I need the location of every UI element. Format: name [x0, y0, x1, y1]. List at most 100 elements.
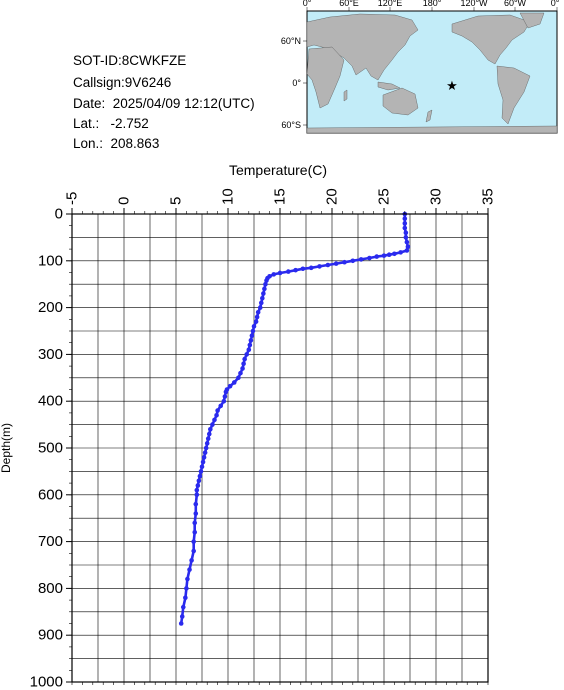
profile-point — [308, 265, 314, 271]
profile-point — [258, 300, 264, 306]
map-lon-tick-label: 120°W — [460, 0, 488, 8]
map-lon-tick-label: 120°E — [378, 0, 403, 8]
profile-point — [184, 586, 189, 591]
profile-point — [194, 492, 200, 498]
y-tick-label: 100 — [38, 252, 63, 269]
x-axis-ticks: -5 0 5 10 15 20 25 30 35 — [64, 188, 497, 685]
map-lon-tick-label: 0° — [551, 0, 560, 8]
profile-point — [204, 441, 210, 446]
x-tick-label: 20 — [324, 188, 341, 205]
profile-point — [374, 254, 380, 259]
profile-point — [402, 225, 408, 231]
map-lat-tick-label: 60°S — [281, 120, 301, 130]
profile-point — [249, 333, 255, 338]
profile-point — [218, 403, 224, 409]
y-tick-label: 800 — [38, 580, 63, 597]
profile-point — [404, 239, 410, 245]
profile-point — [358, 257, 364, 262]
profile-point — [325, 262, 331, 268]
profile-point — [402, 221, 408, 226]
map-land — [306, 12, 558, 134]
profile-point — [333, 261, 339, 266]
y-tick-label: 400 — [38, 393, 63, 410]
chart-grid — [71, 213, 489, 683]
profile-point — [241, 361, 246, 367]
profile-point — [248, 338, 254, 343]
profile-point — [191, 539, 196, 544]
profile-point — [200, 459, 206, 465]
profile-point — [214, 412, 219, 418]
profile-point — [367, 255, 372, 261]
profile-point — [222, 394, 228, 399]
profile-point — [223, 389, 229, 395]
profile-point — [251, 324, 257, 329]
y-tick-label: 600 — [38, 486, 63, 503]
profile-point — [212, 417, 217, 423]
profile-point — [263, 281, 268, 287]
profile-point — [246, 347, 252, 353]
profile-point — [198, 469, 204, 474]
profile-point — [180, 604, 186, 610]
profile-point — [203, 445, 209, 451]
longitude-label: Lon.: 208.863 — [73, 136, 160, 151]
profile-point — [286, 269, 291, 274]
y-tick-label: 700 — [38, 533, 63, 550]
x-tick-label: 0 — [116, 197, 133, 205]
profile-point — [255, 309, 261, 315]
profile-point — [350, 258, 356, 264]
y-tick-label: 300 — [38, 346, 63, 363]
profile-point — [231, 380, 237, 385]
profile-point — [205, 436, 211, 441]
callsign-label: Callsign:9V6246 — [73, 75, 172, 90]
profile-point — [257, 305, 263, 310]
profile-point — [194, 487, 200, 493]
profile-point — [253, 319, 259, 324]
profile-point — [271, 272, 277, 277]
x-tick-label: 25 — [376, 188, 393, 205]
profile-point — [195, 483, 201, 488]
profile-point — [254, 314, 260, 320]
y-tick-label: 0 — [55, 206, 63, 223]
profile-point — [247, 342, 253, 348]
y-axis-title: Depth(m) — [0, 423, 13, 473]
profile-point — [250, 328, 256, 334]
profile-point — [187, 567, 192, 572]
map-lon-tick-label: 60°E — [339, 0, 359, 8]
map-lon-tick-label: 0° — [303, 0, 312, 8]
profile-point — [342, 259, 347, 265]
location-map: 0° 60°E 120°E 180° 120°W 60°W 0° 60°N 0°… — [281, 0, 560, 134]
profile-point — [240, 366, 245, 371]
profile-point — [183, 595, 188, 601]
profile-point — [215, 408, 220, 413]
x-tick-label: 30 — [428, 188, 445, 205]
profile-point — [277, 270, 283, 276]
profile-point — [403, 230, 409, 236]
date-label: Date: 2025/04/09 12:12(UTC) — [73, 96, 255, 111]
sot-id-label: SOT-ID:8CWKFZE — [73, 53, 187, 68]
profile-point — [221, 398, 227, 404]
profile-point — [193, 511, 199, 516]
x-tick-label: -5 — [64, 192, 81, 205]
x-axis-title: Temperature(C) — [229, 162, 327, 178]
x-tick-label: 15 — [272, 188, 289, 205]
profile-point — [381, 253, 387, 258]
map-lat-tick-label: 60°N — [281, 36, 301, 46]
location-star-marker: ★ — [446, 78, 458, 93]
profile-point — [403, 235, 409, 240]
profile-point — [236, 375, 241, 381]
profile-point — [202, 450, 208, 455]
chart-data-points — [178, 211, 411, 626]
profile-point — [398, 250, 403, 255]
map-lat-tick-label: 0° — [292, 78, 301, 88]
x-tick-label: 35 — [480, 188, 497, 205]
profile-point — [402, 216, 408, 221]
profile-point — [185, 576, 190, 582]
profile-point — [192, 520, 198, 526]
profile-point — [300, 266, 306, 272]
profile-point — [260, 295, 265, 301]
profile-point — [227, 383, 233, 389]
profile-point — [293, 267, 298, 273]
profile-point — [178, 621, 184, 626]
profile-point — [193, 501, 199, 507]
profile-point — [199, 464, 205, 470]
